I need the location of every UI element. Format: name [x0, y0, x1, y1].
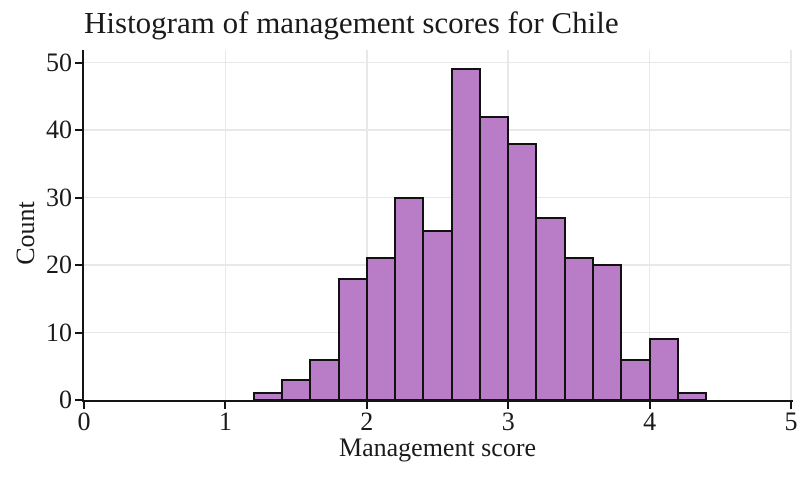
y-tick-label-50: 50 [46, 47, 72, 77]
y-tick-40 [75, 129, 82, 131]
x-tick-0 [83, 402, 85, 409]
histogram-bar-13 [620, 358, 651, 401]
y-tick-0 [75, 399, 82, 401]
y-tick-label-40: 40 [46, 115, 72, 144]
histogram-bar-1 [280, 378, 312, 401]
y-tick-label-10: 10 [46, 317, 72, 347]
plot-area [84, 50, 792, 401]
gridline-x-5 [790, 50, 792, 400]
histogram-bar-5 [394, 196, 425, 401]
y-tick-50 [75, 61, 82, 64]
x-tick-5 [790, 402, 792, 409]
y-tick-label-20: 20 [46, 250, 72, 279]
histogram-bar-4 [365, 257, 397, 401]
histogram-bar-8 [478, 115, 510, 401]
x-tick-label-3: 3 [501, 407, 515, 436]
x-tick-label-5: 5 [784, 407, 798, 436]
y-tick-30 [75, 196, 82, 199]
histogram-bar-9 [507, 142, 538, 401]
gridline-x-2 [366, 50, 368, 400]
chart-title: Histogram of management scores for Chile [84, 5, 619, 40]
histogram-bar-2 [309, 358, 340, 401]
x-axis-spine [82, 400, 793, 402]
x-tick-label-2: 2 [360, 407, 374, 436]
x-tick-label-0: 0 [77, 407, 91, 436]
gridline-y-40 [84, 129, 791, 131]
gridline-x-1 [224, 50, 227, 400]
histogram-bar-11 [563, 257, 595, 401]
y-tick-10 [75, 331, 82, 334]
x-tick-1 [224, 402, 227, 409]
y-tick-20 [75, 264, 82, 266]
y-axis-spine [82, 50, 84, 402]
gridline-x-4 [648, 50, 651, 400]
y-tick-label-0: 0 [59, 385, 72, 414]
y-tick-label-30: 30 [46, 182, 72, 212]
histogram-bar-3 [337, 277, 368, 401]
histogram-bar-12 [592, 264, 623, 401]
histogram-bar-6 [422, 230, 453, 401]
histogram-bar-10 [535, 216, 566, 401]
x-tick-label-1: 1 [218, 407, 232, 436]
x-axis-label: Management score [338, 433, 537, 462]
histogram-bar-7 [450, 68, 481, 401]
x-tick-label-4: 4 [643, 407, 657, 436]
x-tick-2 [365, 402, 368, 409]
histogram-bar-14 [648, 338, 679, 401]
gridline-y-30 [84, 196, 791, 199]
x-tick-4 [648, 402, 651, 409]
gridline-y-50 [84, 61, 791, 64]
x-tick-3 [507, 402, 510, 409]
